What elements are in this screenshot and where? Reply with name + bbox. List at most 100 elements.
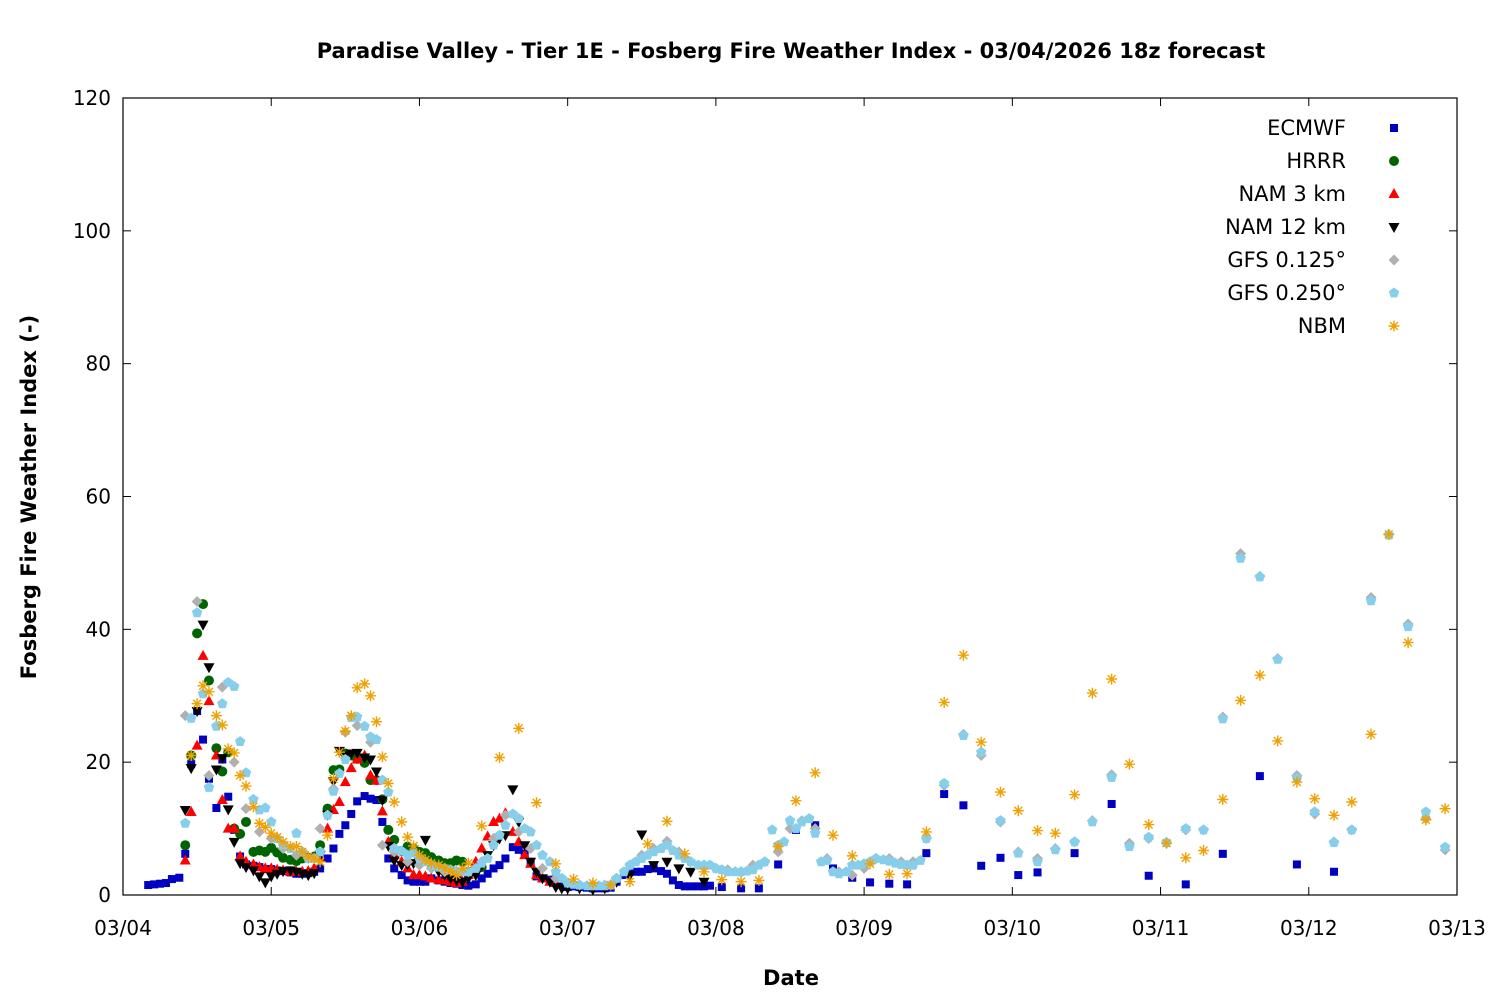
- point-gfs-0-250: [377, 774, 388, 785]
- point-nam-12-km: [462, 874, 474, 885]
- point-nbm: [1346, 796, 1358, 808]
- point-nbm: [1217, 793, 1229, 805]
- legend-label-nbm: NBM: [1298, 314, 1346, 338]
- point-gfs-0-250: [180, 817, 191, 828]
- point-nbm: [753, 874, 765, 886]
- point-gfs-0-250: [1254, 571, 1266, 582]
- legend-marker-gfs-0-125: [1388, 254, 1400, 266]
- point-gfs-0-250: [537, 849, 548, 860]
- point-ecmwf: [940, 790, 949, 799]
- point-nbm: [451, 869, 462, 881]
- point-gfs-0-250: [1180, 823, 1191, 833]
- point-gfs-0-250: [525, 826, 536, 837]
- point-nam-3-km: [179, 854, 191, 865]
- point-ecmwf: [144, 881, 153, 890]
- point-nbm: [345, 710, 357, 722]
- point-nbm: [271, 831, 283, 843]
- point-nam-12-km: [210, 765, 222, 776]
- point-gfs-0-250: [234, 736, 246, 746]
- point-hrrr: [192, 628, 203, 639]
- point-gfs-0-125: [253, 826, 265, 838]
- point-gfs-0-250: [260, 802, 271, 813]
- point-nbm: [938, 696, 950, 708]
- point-nbm: [333, 746, 345, 758]
- point-ecmwf: [705, 881, 714, 890]
- point-ecmwf: [316, 864, 325, 873]
- point-nbm: [433, 859, 445, 871]
- point-nam-3-km: [488, 815, 500, 826]
- point-nbm: [679, 848, 691, 860]
- point-nbm: [1309, 793, 1321, 805]
- point-nbm: [1291, 776, 1303, 788]
- point-gfs-0-250: [1272, 653, 1283, 664]
- point-ecmwf: [464, 881, 473, 890]
- point-ecmwf: [390, 864, 399, 873]
- point-ecmwf: [754, 884, 763, 893]
- x-tick-label: 03/06: [391, 916, 449, 940]
- point-ecmwf: [1255, 772, 1264, 781]
- point-gfs-0-250: [796, 816, 808, 827]
- point-gfs-0-250: [531, 839, 542, 850]
- point-nbm: [716, 874, 728, 886]
- point-nbm: [197, 680, 209, 692]
- point-nam-12-km: [536, 874, 548, 885]
- point-ecmwf: [1218, 849, 1227, 858]
- point-nam-12-km: [222, 805, 234, 816]
- point-nam-12-km: [247, 866, 259, 877]
- point-gfs-0-125: [351, 720, 363, 732]
- point-gfs-0-250: [938, 777, 950, 788]
- point-ecmwf: [1107, 800, 1116, 809]
- y-axis-label: Fosberg Fire Weather Index (-): [17, 315, 41, 679]
- point-gfs-0-250: [482, 853, 493, 863]
- point-ecmwf: [175, 873, 184, 882]
- legend-marker-nam-3-km: [1388, 188, 1400, 198]
- point-gfs-0-250: [759, 856, 770, 867]
- point-ecmwf: [341, 821, 350, 830]
- point-nbm: [302, 851, 314, 862]
- point-nbm: [308, 853, 320, 864]
- legend-label-ecmwf: ECMWF: [1267, 116, 1346, 140]
- point-nam-3-km: [247, 858, 259, 869]
- point-ecmwf: [996, 853, 1005, 862]
- point-nam-12-km: [419, 835, 431, 846]
- point-gfs-0-125: [191, 595, 203, 607]
- point-nbm: [587, 877, 599, 889]
- point-gfs-0-250: [804, 813, 815, 824]
- point-nam-12-km: [351, 748, 363, 759]
- point-gfs-0-250: [248, 793, 259, 804]
- point-gfs-0-250: [767, 824, 778, 835]
- point-nbm: [1365, 728, 1377, 740]
- point-ecmwf: [1292, 860, 1301, 869]
- series-gfs-0-250: [180, 529, 1451, 891]
- point-gfs-0-125: [240, 803, 252, 815]
- point-ecmwf: [508, 843, 517, 852]
- point-nam-12-km: [365, 755, 377, 766]
- point-nam-12-km: [648, 861, 660, 872]
- point-nbm: [827, 829, 839, 841]
- point-nbm: [513, 722, 525, 734]
- point-ecmwf: [674, 881, 683, 890]
- legend: ECMWF HRRR NAM 3 km NAM 12 km GFS 0.125° GFS …: [1225, 116, 1400, 338]
- point-ecmwf: [1033, 868, 1042, 877]
- x-tick-label: 03/09: [835, 916, 893, 940]
- point-nam-3-km: [191, 739, 203, 750]
- point-gfs-0-250: [611, 872, 622, 883]
- point-gfs-0-250: [1420, 806, 1432, 817]
- point-ecmwf: [378, 817, 387, 826]
- point-ecmwf: [335, 829, 344, 838]
- point-gfs-0-250: [1198, 824, 1209, 835]
- point-nbm: [1383, 528, 1395, 540]
- point-nam-3-km: [476, 842, 488, 853]
- point-nam-12-km: [525, 857, 537, 868]
- point-nbm: [185, 750, 197, 761]
- point-gfs-0-250: [488, 839, 499, 850]
- point-nbm: [568, 873, 580, 885]
- x-tick-label: 03/07: [539, 916, 597, 940]
- point-nam-12-km: [661, 857, 673, 868]
- point-ecmwf: [199, 735, 208, 744]
- point-nbm: [1012, 805, 1024, 817]
- point-ecmwf: [212, 803, 221, 812]
- point-nam-12-km: [673, 864, 685, 875]
- x-tick-label: 03/12: [1280, 916, 1338, 940]
- point-nbm: [339, 725, 351, 737]
